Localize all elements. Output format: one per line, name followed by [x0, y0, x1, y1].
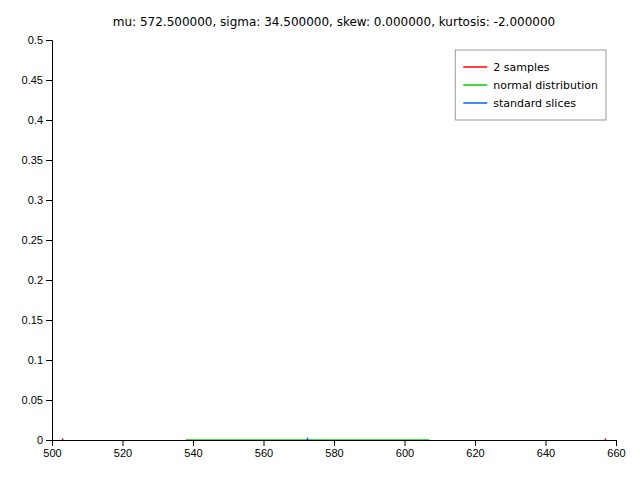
tick: 0.5: [28, 34, 52, 46]
axis-line: [46, 41, 53, 441]
tick-label: 0.35: [22, 154, 43, 166]
tick-label: 600: [396, 447, 414, 459]
tick: 600: [396, 440, 414, 459]
tick-label: 0.2: [28, 274, 43, 286]
tick-label: 0.4: [28, 114, 43, 126]
tick-mark: [264, 440, 265, 446]
legend-entry: standard slices: [463, 97, 576, 110]
tick-mark: [46, 280, 52, 281]
tick-mark: [46, 440, 52, 441]
legend-box: [455, 50, 606, 120]
tick-label: 0.1: [28, 354, 43, 366]
tick-label: 560: [255, 447, 273, 459]
tick-mark: [46, 80, 52, 81]
tick-label: 0: [37, 434, 43, 446]
tick-mark: [616, 440, 617, 446]
series: [307, 438, 308, 440]
tick: 0.05: [22, 394, 52, 406]
legend-label: 2 samples: [493, 61, 549, 74]
title: mu: 572.500000, sigma: 34.500000, skew: …: [113, 15, 555, 29]
tick-label: 540: [184, 447, 202, 459]
axis-line: [53, 441, 617, 447]
tick-label: 0.45: [22, 74, 43, 86]
tick: 0: [37, 434, 52, 446]
tick: 0.25: [22, 234, 52, 246]
tick: 620: [466, 440, 484, 459]
y-axis: 0 0.05 0.1 0.15 0.2 0.25 0.3 0.35 0.4 0.45 0.5: [22, 34, 53, 446]
tick: 0.45: [22, 74, 52, 86]
tick-label: 0.3: [28, 194, 43, 206]
tick-mark: [123, 440, 124, 446]
chart: 50052054056058060062064066000.050.10.150…: [0, 0, 640, 480]
tick-mark: [46, 320, 52, 321]
legend-swatch: [463, 84, 487, 86]
tick: 0.2: [28, 274, 52, 286]
tick: 0.15: [22, 314, 52, 326]
series: [63, 438, 606, 440]
tick-label: 520: [114, 447, 132, 459]
tick-mark: [405, 440, 406, 446]
tick: 0.3: [28, 194, 52, 206]
x-axis: 500 520 540 560 580 600 620 640 660: [43, 440, 625, 459]
tick: 640: [537, 440, 555, 459]
legend: 2 samples normal distribution standard sli…: [455, 50, 606, 120]
tick-mark: [193, 440, 194, 446]
tick-label: 0.25: [22, 234, 43, 246]
tick-label: 0.5: [28, 34, 43, 46]
tick-mark: [46, 160, 52, 161]
tick-mark: [46, 400, 52, 401]
tick: 500: [43, 440, 61, 459]
tick: 540: [184, 440, 202, 459]
tick-label: 0.05: [22, 394, 43, 406]
legend-swatch: [463, 102, 487, 104]
tick-mark: [546, 440, 547, 446]
plot: 50052054056058060062064066000.050.10.150…: [22, 34, 626, 459]
legend-entry: 2 samples: [463, 61, 549, 74]
legend-swatch: [463, 66, 487, 68]
tick: 0.35: [22, 154, 52, 166]
stem: [307, 438, 309, 440]
tick-mark: [46, 200, 52, 201]
tick: 660: [607, 440, 625, 459]
stem: [62, 438, 64, 440]
tick: 0.4: [28, 114, 52, 126]
tick-label: 640: [537, 447, 555, 459]
stem: [605, 438, 607, 440]
tick-label: 620: [466, 447, 484, 459]
tick-mark: [46, 40, 52, 41]
marks: [63, 438, 606, 440]
tick-mark: [46, 120, 52, 121]
tick: 0.1: [28, 354, 52, 366]
tick: 520: [114, 440, 132, 459]
tick-label: 580: [325, 447, 343, 459]
tick-label: 0.15: [22, 314, 43, 326]
tick-mark: [46, 360, 52, 361]
legend-entry: normal distribution: [463, 79, 598, 92]
tick-mark: [334, 440, 335, 446]
tick-mark: [46, 240, 52, 241]
tick-mark: [475, 440, 476, 446]
tick-label: 500: [43, 447, 61, 459]
tick: 580: [325, 440, 343, 459]
tick: 560: [255, 440, 273, 459]
legend-label: standard slices: [493, 97, 576, 110]
tick-label: 660: [607, 447, 625, 459]
legend-label: normal distribution: [493, 79, 598, 92]
